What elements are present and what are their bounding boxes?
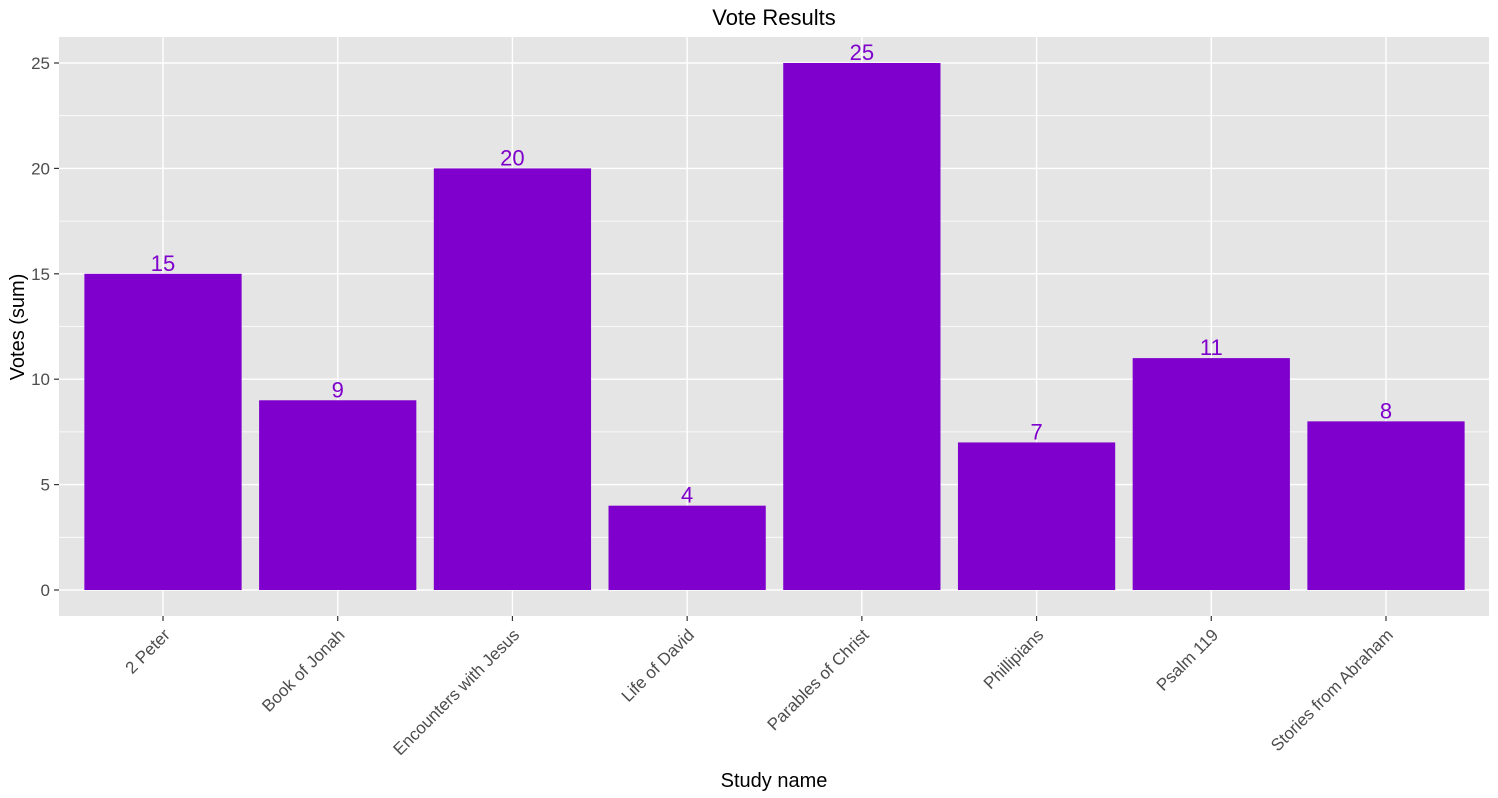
x-tick-label: Life of David xyxy=(618,625,698,705)
y-tick-label: 10 xyxy=(31,370,50,389)
bar-value-label: 25 xyxy=(850,40,874,65)
x-tick-label: Encounters with Jesus xyxy=(390,625,524,759)
x-tick-label: Parables of Christ xyxy=(764,625,873,734)
x-tick-label: Psalm 119 xyxy=(1153,625,1222,694)
bar xyxy=(433,168,592,590)
bars xyxy=(84,63,1465,590)
x-tick-label: 2 Peter xyxy=(122,625,174,677)
y-tick-label: 0 xyxy=(41,581,50,600)
bar xyxy=(957,442,1116,590)
bar xyxy=(783,63,941,590)
y-axis-title: Votes (sum) xyxy=(7,274,29,381)
x-tick-label: Book of Jonah xyxy=(258,625,348,715)
bar-value-labels: 15 9 20 4 25 7 11 8 xyxy=(151,40,1392,508)
bar-value-label: 20 xyxy=(500,145,524,170)
bar xyxy=(608,505,766,590)
x-axis-title: Study name xyxy=(721,770,828,792)
y-tick-label: 5 xyxy=(41,476,50,495)
bar xyxy=(259,400,417,590)
x-tick-label: Phillipians xyxy=(980,625,1048,693)
bar xyxy=(1132,358,1290,590)
y-tick-label: 20 xyxy=(31,159,50,178)
x-tick-label: Stories from Abraham xyxy=(1267,625,1397,755)
bar-value-label: 7 xyxy=(1030,419,1042,444)
bar xyxy=(84,273,242,590)
bar xyxy=(1307,421,1465,590)
x-axis: 2 Peter Book of Jonah Encounters with Jesu… xyxy=(122,616,1397,759)
y-tick-label: 15 xyxy=(31,265,50,284)
y-tick-label: 25 xyxy=(31,54,50,73)
bar-value-label: 8 xyxy=(1380,398,1392,423)
y-axis: 0 5 10 15 20 25 xyxy=(31,54,59,600)
bar-value-label: 9 xyxy=(332,377,344,402)
bar-value-label: 11 xyxy=(1200,335,1223,360)
chart-title: Vote Results xyxy=(712,5,836,30)
bar-value-label: 15 xyxy=(151,251,175,276)
bar-value-label: 4 xyxy=(681,483,693,508)
